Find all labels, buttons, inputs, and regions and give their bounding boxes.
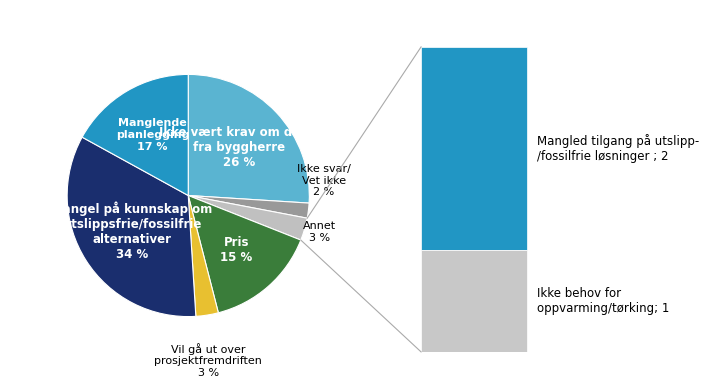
Wedge shape	[188, 196, 309, 218]
Text: Ikke behov for
oppvarming/tørking; 1: Ikke behov for oppvarming/tørking; 1	[536, 287, 669, 315]
Wedge shape	[188, 74, 309, 203]
Text: Ikke svar/
Vet ikke
2 %: Ikke svar/ Vet ikke 2 %	[297, 164, 351, 197]
Text: Ikke vært krav om dette
fra byggherre
26 %: Ikke vært krav om dette fra byggherre 26…	[159, 126, 320, 169]
Wedge shape	[67, 137, 196, 317]
Text: Mangled tilgang på utslipp-
/fossilfrie løsninger ; 2: Mangled tilgang på utslipp- /fossilfrie …	[536, 134, 699, 163]
Text: Annet
3 %: Annet 3 %	[303, 221, 337, 243]
Bar	[421, 250, 527, 352]
Text: Manglende
planlegging
17 %: Manglende planlegging 17 %	[116, 118, 189, 152]
Wedge shape	[188, 196, 307, 240]
Text: Pris
15 %: Pris 15 %	[220, 236, 253, 264]
Text: Vil gå ut over
prosjektfremdriften
3 %: Vil gå ut over prosjektfremdriften 3 %	[154, 343, 262, 378]
Wedge shape	[188, 196, 219, 316]
Text: Mangel på kunnskap om
utslippsfrie/fossilfrie
alternativer
34 %: Mangel på kunnskap om utslippsfrie/fossi…	[51, 201, 213, 261]
Wedge shape	[188, 196, 300, 313]
Wedge shape	[82, 74, 188, 196]
Bar	[421, 47, 527, 250]
